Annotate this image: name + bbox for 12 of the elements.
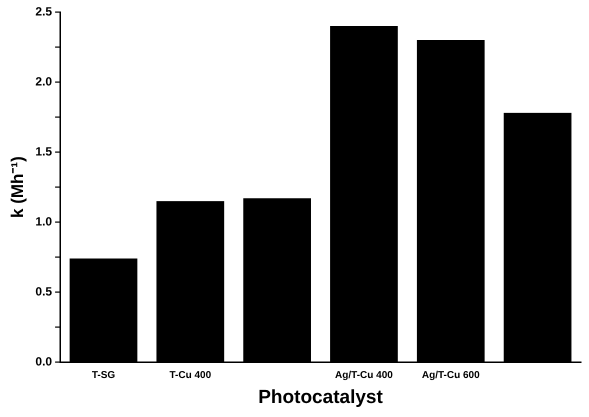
y-tick-label: 1.5 [35, 144, 52, 158]
y-axis-title: k (Mh⁻¹) [8, 156, 27, 218]
x-tick-label: Ag/T-Cu 600 [422, 370, 480, 381]
x-tick-label: T-Cu 400 [169, 370, 212, 381]
y-tick-label: 2.5 [35, 4, 52, 18]
y-tick-label: 2.0 [35, 74, 52, 88]
y-tick-label: 0.0 [35, 354, 52, 369]
x-tick-label: Ag/T-Cu 400 [335, 370, 394, 381]
y-tick-label: 1.0 [35, 214, 52, 228]
x-tick-label: T-SG [92, 370, 116, 381]
y-tick-label: 0.5 [35, 284, 52, 298]
x-axis-title: Photocatalyst [258, 386, 384, 408]
